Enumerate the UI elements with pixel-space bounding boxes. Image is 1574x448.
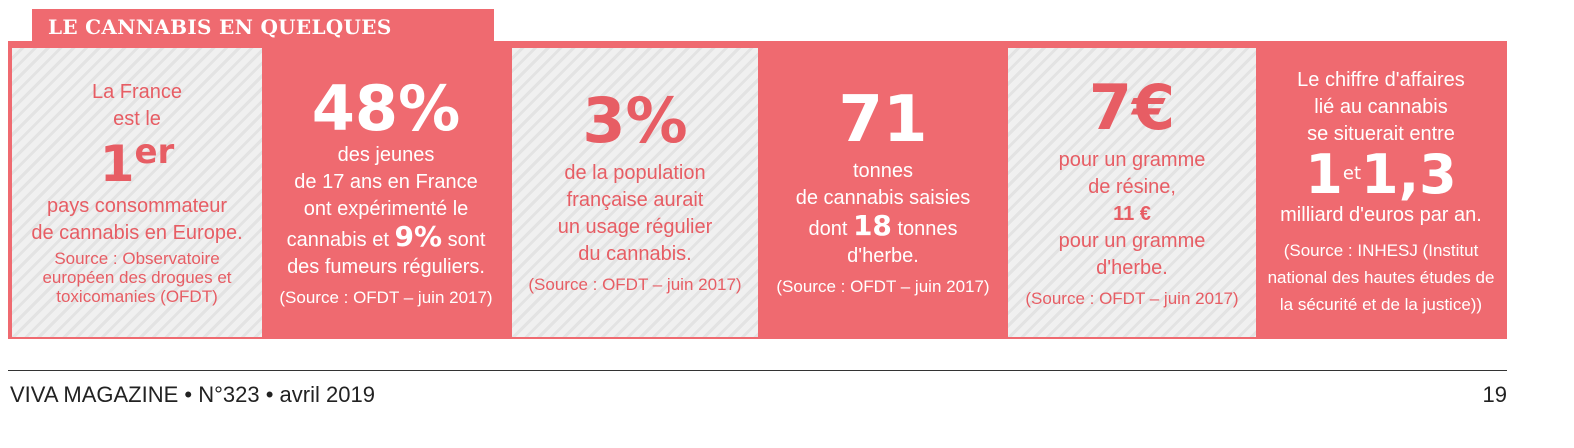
card5-source: (Source : OFDT – juin 2017)	[1025, 288, 1239, 308]
card4-text3: dont 18 tonnes	[808, 212, 957, 243]
card6-and: et	[1342, 163, 1362, 184]
card2-text1: des jeunes	[337, 143, 435, 166]
card5-text4: d'herbe.	[1096, 256, 1168, 279]
stat-card-france-rank: La France est le 1er pays consommateur d…	[12, 48, 262, 337]
page-number: 19	[1482, 382, 1507, 407]
card6-big-range: 1et1,3	[1305, 148, 1456, 202]
card2-big-number: 48%	[311, 71, 461, 145]
card4-text3a: dont	[808, 218, 853, 240]
card1-source3: toxicomanies (OFDT)	[56, 287, 218, 306]
card3-source: (Source : OFDT – juin 2017)	[528, 275, 742, 294]
card1-source2: européen des drogues et	[42, 268, 232, 287]
card2-regular-pct: 9%	[394, 219, 443, 253]
card3-text4: du cannabis.	[578, 243, 692, 265]
card1-text2: de cannabis en Europe.	[31, 222, 243, 244]
card6-text1: Le chiffre d'affaires	[1297, 69, 1465, 91]
card3-big-number: 3%	[582, 84, 688, 157]
card4-text2: de cannabis saisies	[795, 187, 971, 209]
card6-source1: (Source : INHESJ (Institut	[1283, 241, 1479, 260]
card3-text1: de la population	[564, 162, 706, 184]
card1-rank-suffix: er	[134, 132, 175, 172]
card6-text2: lié au cannabis	[1314, 96, 1448, 118]
card2-text3: ont expérimenté le	[303, 197, 469, 220]
card6-big1: 1	[1305, 143, 1343, 206]
card2-text4: cannabis et 9% sont	[286, 219, 486, 254]
card2-text2: de 17 ans en France	[294, 170, 478, 193]
footer-rule	[8, 370, 1507, 371]
card1-source1: Source : Observatoire	[54, 249, 220, 268]
card6-source3: la sécurité et de la justice))	[1279, 295, 1483, 314]
card2-source: (Source : OFDT – juin 2017)	[279, 287, 493, 307]
card1-intro2: est le	[113, 108, 161, 130]
card1-rank: 1	[99, 135, 135, 193]
card2-text4c: sont	[442, 228, 486, 251]
card1-intro1: La France	[91, 81, 183, 103]
card2-text5: des fumeurs réguliers.	[287, 255, 485, 278]
section-title: LE CANNABIS EN QUELQUES CHIFFRES	[32, 9, 494, 75]
card1-big-number: 1er	[100, 135, 175, 189]
card4-big-number: 71	[838, 83, 928, 157]
card4-source: (Source : OFDT – juin 2017)	[776, 277, 990, 296]
card3-text3: un usage régulier	[557, 216, 713, 238]
card6-source2: national des hautes études de	[1267, 268, 1495, 287]
stat-card-regular-use: 3% de la population française aurait un …	[512, 48, 758, 337]
card4-text1: tonnes	[852, 160, 914, 182]
card3-text2: française aurait	[566, 189, 704, 211]
card1-text1: pays consommateur	[46, 195, 228, 217]
stat-card-youth-experimentation: 48% des jeunes de 17 ans en France ont e…	[262, 48, 510, 337]
card5-herb-price: 11 €	[1113, 202, 1151, 225]
card5-text2: de résine,	[1088, 175, 1176, 198]
card5-big-number: 7€	[1088, 70, 1176, 144]
card6-text3: se situerait entre	[1307, 123, 1455, 145]
stat-card-price: 7€ pour un gramme de résine, 11 € pour u…	[1008, 48, 1256, 337]
card4-text4: d'herbe.	[847, 245, 919, 267]
card2-text4a: cannabis et	[286, 228, 395, 251]
card4-herb-tonnes: 18	[852, 209, 892, 242]
card5-text3: pour un gramme	[1058, 229, 1206, 252]
card6-text4: milliard d'euros par an.	[1280, 204, 1482, 226]
stat-card-seizures: 71 tonnes de cannabis saisies dont 18 to…	[758, 48, 1008, 337]
card5-text1: pour un gramme	[1058, 148, 1206, 171]
footer-publication: VIVA MAGAZINE • N°323 • avril 2019	[10, 382, 375, 407]
card6-big2: 1,3	[1361, 143, 1457, 206]
card4-text3c: tonnes	[891, 218, 958, 240]
stat-card-turnover: Le chiffre d'affaires lié au cannabis se…	[1256, 48, 1506, 337]
